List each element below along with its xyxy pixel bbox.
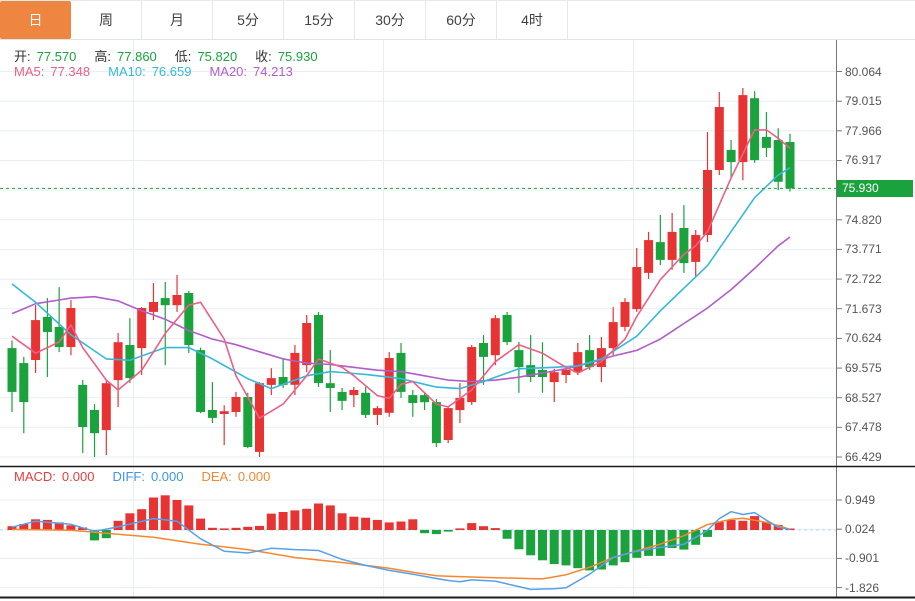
macd-value: 0.000	[61, 469, 95, 484]
price-tick-label: 74.820	[845, 212, 882, 227]
open-value: 77.570	[36, 49, 77, 64]
price-tick-label: 72.722	[845, 272, 882, 287]
diff-label: DIFF:	[112, 469, 145, 484]
price-tick-label: 70.624	[845, 331, 882, 346]
low-label: 低:	[174, 49, 192, 64]
macd-histogram	[7, 495, 795, 571]
close-label: 收:	[255, 49, 272, 64]
tab-日[interactable]: 日	[0, 1, 71, 39]
dea-label: DEA:	[201, 469, 232, 484]
tab-月[interactable]: 月	[142, 1, 213, 39]
price-tick-label: 76.917	[845, 153, 882, 168]
tab-60分[interactable]: 60分	[426, 1, 497, 39]
high-label: 高:	[94, 49, 112, 64]
macd-tick-label: -1.826	[845, 580, 880, 595]
ma-readout: MA5: 77.348 MA10: 76.659 MA20: 74.213	[14, 64, 311, 79]
price-tick-label: 77.966	[845, 123, 882, 138]
price-tick-label: 67.478	[845, 420, 882, 435]
ma10-value: 76.659	[151, 64, 192, 79]
price-tick-label: 68.527	[845, 390, 882, 405]
current-price-badge: 75.930	[837, 179, 913, 197]
dea-value: 0.000	[237, 469, 271, 484]
axis-spine	[836, 40, 842, 597]
tab-4时[interactable]: 4时	[497, 1, 568, 39]
tab-30分[interactable]: 30分	[355, 1, 426, 39]
open-label: 开:	[14, 49, 31, 64]
price-tick-label: 80.064	[845, 64, 882, 79]
price-tick-label: 79.015	[845, 94, 882, 109]
price-tick-label: 66.429	[845, 450, 882, 464]
close-value: 75.930	[277, 49, 318, 64]
high-value: 77.860	[117, 49, 157, 64]
macd-readout: MACD: 0.000 DIFF: 0.000 DEA: 0.000	[14, 469, 288, 484]
macd-tick-label: 0.024	[845, 522, 876, 537]
tab-15分[interactable]: 15分	[284, 1, 355, 39]
macd-lines	[11, 510, 791, 591]
price-tick-label: 69.575	[845, 361, 882, 376]
tab-周[interactable]: 周	[71, 1, 142, 39]
price-tick-label: 71.673	[845, 301, 882, 316]
macd-label: MACD:	[14, 469, 56, 484]
ma20-value: 74.213	[253, 64, 293, 79]
low-value: 75.820	[197, 49, 238, 64]
macd-tick-label: 0.949	[845, 493, 876, 508]
macd-tick-label: -0.901	[845, 551, 880, 566]
price-tick-label: 73.771	[845, 242, 882, 257]
ma20-label: MA20:	[209, 64, 248, 79]
ma10-label: MA10:	[108, 64, 146, 79]
timeframe-tab-bar: 日周月 5分 15分 30分 60分 4时	[0, 0, 915, 40]
ma5-label: MA5:	[14, 64, 45, 79]
candlestick-layer	[7, 88, 795, 457]
vertical-gridlines	[133, 40, 634, 597]
pane-dividers	[0, 465, 915, 599]
ohlc-readout: 开: 77.570 高: 77.860 低: 75.820 收: 75.930	[14, 46, 336, 65]
price-gridlines	[0, 71, 836, 458]
ma5-value: 77.348	[50, 64, 91, 79]
tab-5分[interactable]: 5分	[213, 1, 284, 39]
ma-lines	[11, 129, 791, 420]
diff-value: 0.000	[150, 469, 184, 484]
